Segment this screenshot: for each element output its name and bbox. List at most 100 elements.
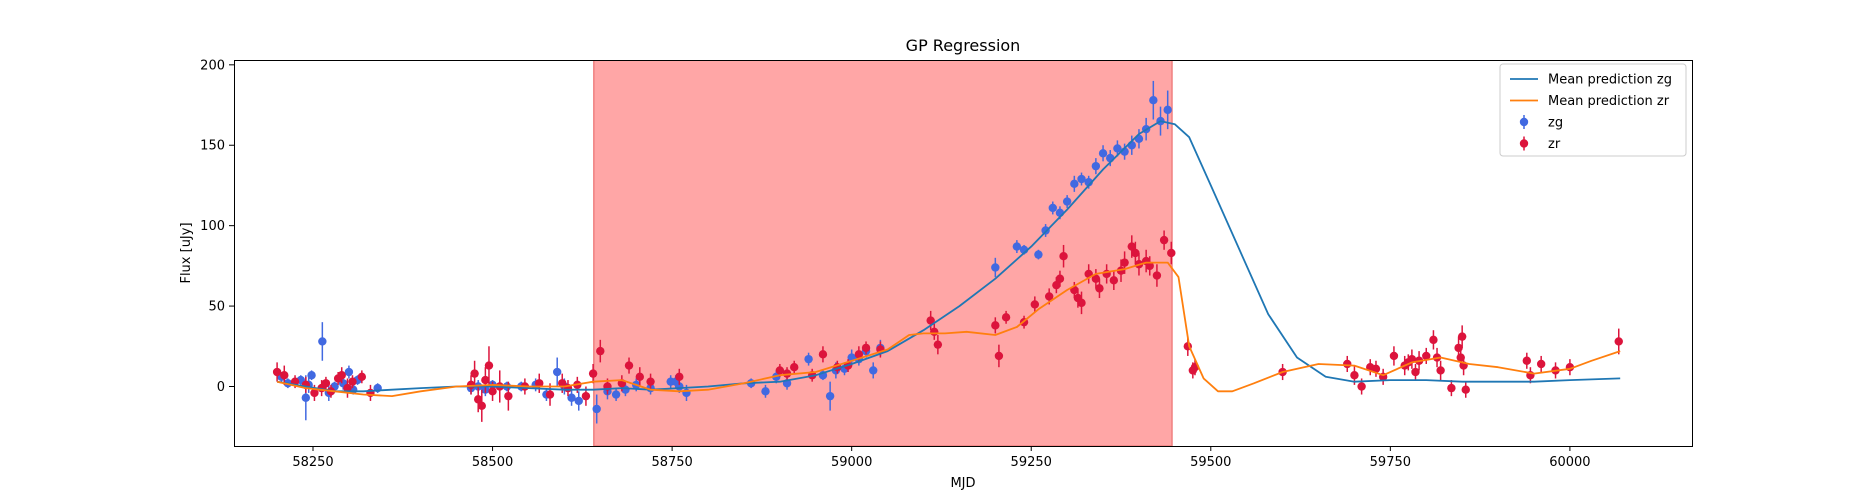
- point-zg: [574, 396, 583, 406]
- point-zr: [535, 379, 544, 388]
- point-zr: [1167, 248, 1176, 258]
- point-zr: [933, 340, 943, 349]
- point-zr: [1411, 367, 1420, 377]
- legend-swatch-zr: [1519, 139, 1529, 148]
- point-zr: [558, 379, 567, 388]
- point-zr: [1077, 298, 1086, 308]
- point-zr: [818, 350, 828, 359]
- shaded-region: [593, 60, 1173, 446]
- point-zg: [991, 263, 1000, 272]
- series-mean-prediction-zr: [276, 261, 1621, 397]
- legend: Mean prediction zg Mean prediction zr zg zr: [1499, 63, 1687, 157]
- legend-label-zr: zr: [1548, 137, 1561, 152]
- point-zr: [775, 366, 785, 375]
- x-tick-label: 60000: [1549, 455, 1590, 470]
- point-zr: [596, 346, 605, 356]
- point-zr: [926, 316, 935, 325]
- point-zg: [804, 354, 813, 364]
- point-zr: [861, 343, 871, 353]
- point-zr: [930, 327, 939, 337]
- point-zg: [1077, 174, 1086, 184]
- point-zg: [301, 393, 311, 402]
- point-zr: [280, 371, 289, 380]
- point-zr: [1145, 261, 1154, 271]
- point-zr: [1343, 359, 1352, 369]
- x-tick-label: 59250: [1011, 455, 1052, 470]
- x-tick-label: 59750: [1370, 455, 1411, 470]
- y-tick-label: 50: [208, 300, 225, 315]
- point-zr: [1109, 276, 1119, 285]
- point-zr: [635, 372, 644, 382]
- point-zr: [488, 387, 497, 396]
- point-zr: [646, 377, 655, 386]
- point-zr: [545, 390, 555, 399]
- x-tick-label: 58250: [292, 455, 333, 470]
- point-zr: [782, 369, 792, 378]
- point-zr: [337, 371, 346, 380]
- chart-title: GP Regression: [906, 36, 1021, 55]
- point-zg: [1012, 242, 1022, 251]
- point-zg: [1113, 144, 1122, 153]
- point-zr: [1055, 274, 1065, 283]
- point-zr: [1131, 248, 1140, 258]
- point-zg: [611, 390, 621, 399]
- plot-frame: [234, 60, 1693, 447]
- point-zr: [1536, 359, 1546, 369]
- point-zr: [321, 379, 331, 388]
- point-zr: [1456, 353, 1465, 362]
- x-tick-label: 59500: [1190, 455, 1231, 470]
- legend-label-mean-prediction-zr: Mean prediction zr: [1548, 94, 1670, 109]
- point-zr: [991, 321, 1000, 330]
- point-zr: [994, 351, 1004, 361]
- point-zr: [1436, 366, 1445, 375]
- point-zr: [1052, 280, 1061, 290]
- point-zg: [1149, 96, 1158, 105]
- point-zr: [1422, 351, 1431, 361]
- x-axis-label: MJD: [950, 476, 975, 491]
- point-zr: [1044, 292, 1054, 301]
- y-tick-label: 150: [200, 139, 225, 154]
- line-mean-prediction-zr: [276, 261, 1621, 397]
- point-zr: [348, 377, 357, 386]
- legend-label-mean-prediction-zg: Mean prediction zg: [1548, 73, 1672, 88]
- point-zr: [1059, 252, 1068, 261]
- point-zg: [1106, 153, 1115, 163]
- point-zr: [1120, 258, 1129, 267]
- point-zr: [310, 388, 319, 398]
- y-tick-label: 200: [200, 58, 225, 73]
- point-zg: [344, 367, 354, 377]
- point-zg: [567, 393, 576, 402]
- point-zr: [1429, 335, 1438, 345]
- point-zg: [869, 366, 878, 375]
- point-zg: [761, 387, 770, 396]
- point-zr: [1152, 271, 1162, 280]
- point-zr: [481, 375, 490, 385]
- point-zg: [553, 367, 562, 377]
- point-zr: [1357, 382, 1366, 391]
- point-zr: [675, 372, 684, 382]
- x-tick-label: 58500: [472, 455, 513, 470]
- point-zg: [318, 337, 327, 346]
- legend-box: [1499, 63, 1687, 157]
- point-zr: [1461, 385, 1470, 394]
- point-zr: [790, 362, 799, 372]
- point-zr: [504, 391, 513, 401]
- point-zr: [1001, 313, 1011, 322]
- point-zr: [1457, 332, 1467, 341]
- point-zr: [1371, 364, 1381, 373]
- point-zg: [307, 371, 316, 380]
- point-zr: [343, 383, 352, 393]
- point-zg: [1034, 250, 1043, 259]
- point-zr: [1614, 337, 1623, 346]
- point-zg: [1098, 149, 1108, 158]
- point-zr: [1091, 274, 1101, 283]
- point-zr: [477, 401, 486, 410]
- point-zr: [624, 361, 634, 370]
- point-zg: [1163, 105, 1172, 115]
- line-mean-prediction-zg: [276, 120, 1621, 393]
- y-tick-label: 100: [200, 219, 225, 234]
- point-zg: [1091, 161, 1101, 171]
- point-zg: [1062, 197, 1072, 206]
